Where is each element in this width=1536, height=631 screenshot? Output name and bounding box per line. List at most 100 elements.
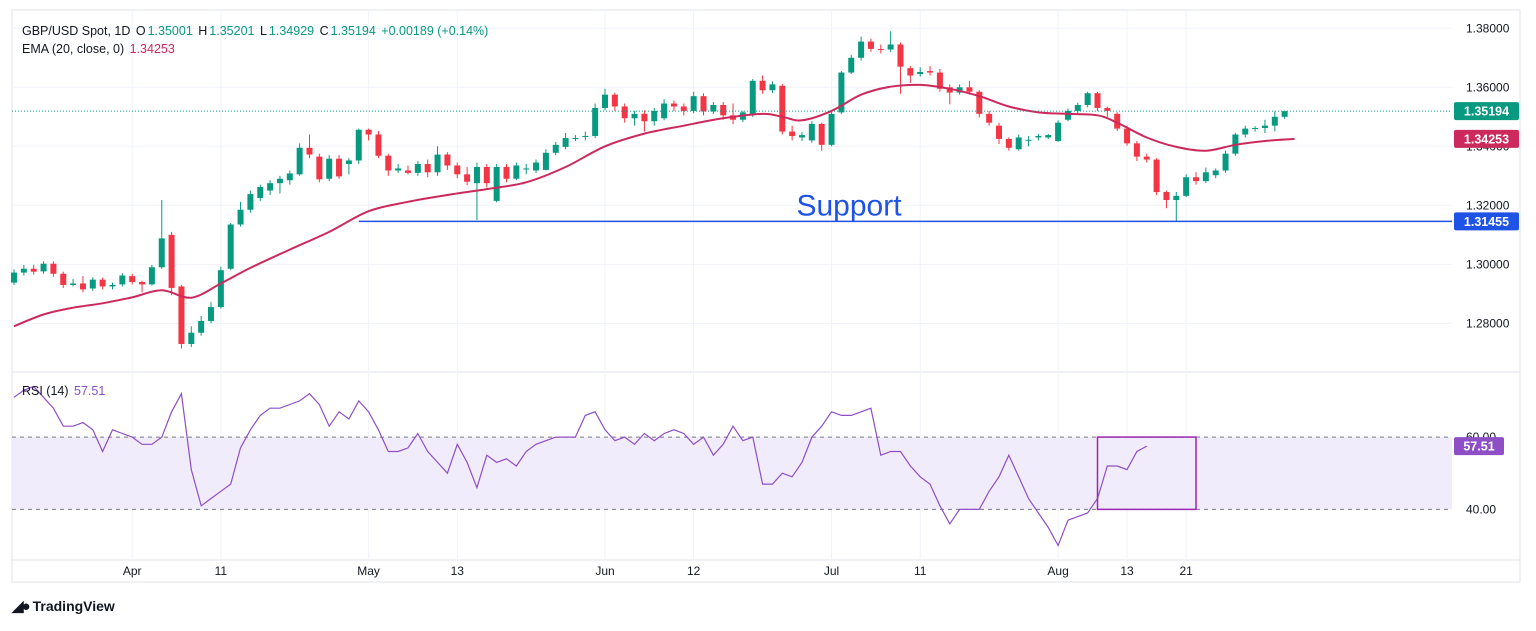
candle-body-down: [1193, 177, 1199, 182]
candle-body-up: [89, 279, 96, 289]
candle-body-down: [1163, 192, 1170, 200]
candle-body-down: [996, 125, 1002, 139]
price-tick-label: 1.36000: [1466, 80, 1510, 94]
candle-body-down: [1005, 138, 1012, 148]
candle-body-up: [1173, 195, 1180, 200]
candle-body-down: [789, 131, 796, 136]
rsi-legend-label: RSI (14): [22, 384, 69, 398]
candle-body-up: [1183, 177, 1190, 196]
high-label: H: [198, 24, 208, 38]
candle-body-up: [828, 113, 835, 145]
candle-body-down: [1124, 128, 1131, 144]
candle-body-up: [917, 71, 924, 75]
candle-body-up: [808, 123, 815, 141]
candle-body-down: [680, 106, 687, 111]
ema-line: [13, 83, 1295, 328]
candle-body-up: [257, 187, 264, 198]
candle-body-up: [710, 104, 717, 112]
candles: [11, 31, 1288, 349]
candle-body-up: [414, 164, 421, 173]
ema-legend-value: 1.34253: [129, 42, 175, 56]
last-price-badge: 1.35194: [1464, 105, 1509, 119]
rsi-line: [13, 385, 1148, 547]
candle-body-down: [907, 68, 914, 76]
rsi-legend-value: 57.51: [74, 384, 106, 398]
support-price-badge-bg: [1454, 212, 1519, 231]
candle-body-up: [1202, 172, 1209, 182]
candle-body-up: [286, 173, 293, 181]
candle-body-up: [552, 144, 559, 153]
tradingview-brand[interactable]: ◢● TradingView: [12, 597, 115, 615]
ema-line-path: [13, 83, 1295, 328]
time-tick-label: 13: [451, 564, 465, 578]
candle-body-up: [887, 44, 894, 50]
candle-body-down: [621, 106, 628, 119]
candle-body-up: [1271, 116, 1278, 126]
overlays: Support: [12, 110, 1452, 511]
candle-body-down: [464, 174, 471, 182]
candle-body-down: [897, 44, 904, 67]
tradingview-logo-icon: ◢●: [12, 598, 31, 615]
candle-body-down: [385, 155, 392, 171]
candle-body-up: [326, 158, 333, 179]
brand-name: TradingView: [32, 598, 115, 614]
candle-body-down: [454, 165, 461, 175]
rsi-value-badge: 57.51: [1463, 440, 1494, 454]
candle-body-up: [70, 283, 77, 285]
ema-legend-label: EMA (20, close, 0): [22, 42, 125, 56]
candle-body-down: [99, 279, 106, 287]
candle-body-down: [946, 87, 953, 93]
candle-body-down: [30, 268, 37, 272]
candle-body-up: [276, 178, 283, 184]
last-price-badge-bg: [1454, 102, 1519, 121]
time-tick-label: Aug: [1047, 564, 1068, 578]
candle-body-up: [582, 135, 589, 137]
candle-body-down: [444, 154, 451, 166]
time-tick-label: Apr: [123, 564, 142, 578]
candle-body-up: [572, 138, 579, 140]
low-label: L: [259, 24, 267, 38]
candle-body-down: [936, 72, 943, 89]
candle-body-up: [11, 272, 17, 283]
symbol-legend: GBP/USD Spot, 1D O 1.35001 H 1.35201 L 1.34…: [22, 24, 490, 38]
price-tick-label: 1.30000: [1466, 257, 1510, 271]
candle-body-up: [602, 94, 608, 108]
candle-body-up: [1045, 135, 1052, 138]
candle-body-up: [148, 267, 155, 285]
symbol-name: GBP/USD Spot, 1D: [22, 24, 131, 38]
candle-body-down: [966, 87, 973, 92]
candle-body-down: [720, 104, 727, 116]
candle-body-up: [1015, 137, 1022, 150]
candle-body-up: [473, 166, 480, 184]
time-tick-label: Jun: [595, 564, 614, 578]
candle-body-up: [1055, 122, 1062, 141]
axes: 1.380001.360001.340001.320001.300001.280…: [123, 21, 1519, 578]
candle-body-up: [158, 238, 165, 268]
time-tick-label: 13: [1120, 564, 1134, 578]
candle-body-up: [513, 165, 520, 179]
candle-body-down: [483, 166, 490, 184]
candle-body-up: [523, 168, 530, 170]
candle-body-up: [533, 162, 540, 171]
candle-body-up: [198, 320, 205, 333]
candle-body-up: [188, 332, 195, 344]
open-value: 1.35001: [147, 24, 193, 38]
candle-body-down: [976, 91, 983, 114]
candle-body-down: [611, 94, 618, 107]
candle-body-down: [375, 134, 382, 156]
rsi-legend: RSI (14) 57.51: [22, 384, 107, 398]
candle-body-up: [651, 110, 658, 122]
candle-body-up: [631, 113, 638, 119]
time-tick-label: 12: [687, 564, 701, 578]
time-tick-label: Jul: [824, 564, 839, 578]
chart-frame: [11, 9, 1521, 583]
candle-body-down: [168, 234, 175, 288]
candle-body-up: [355, 129, 362, 161]
candle-body-up: [345, 160, 352, 165]
candle-body-up: [1281, 111, 1288, 117]
candle-body-down: [986, 113, 993, 123]
rsi-badge-bg: [1454, 437, 1504, 456]
time-tick-label: 11: [215, 564, 228, 578]
